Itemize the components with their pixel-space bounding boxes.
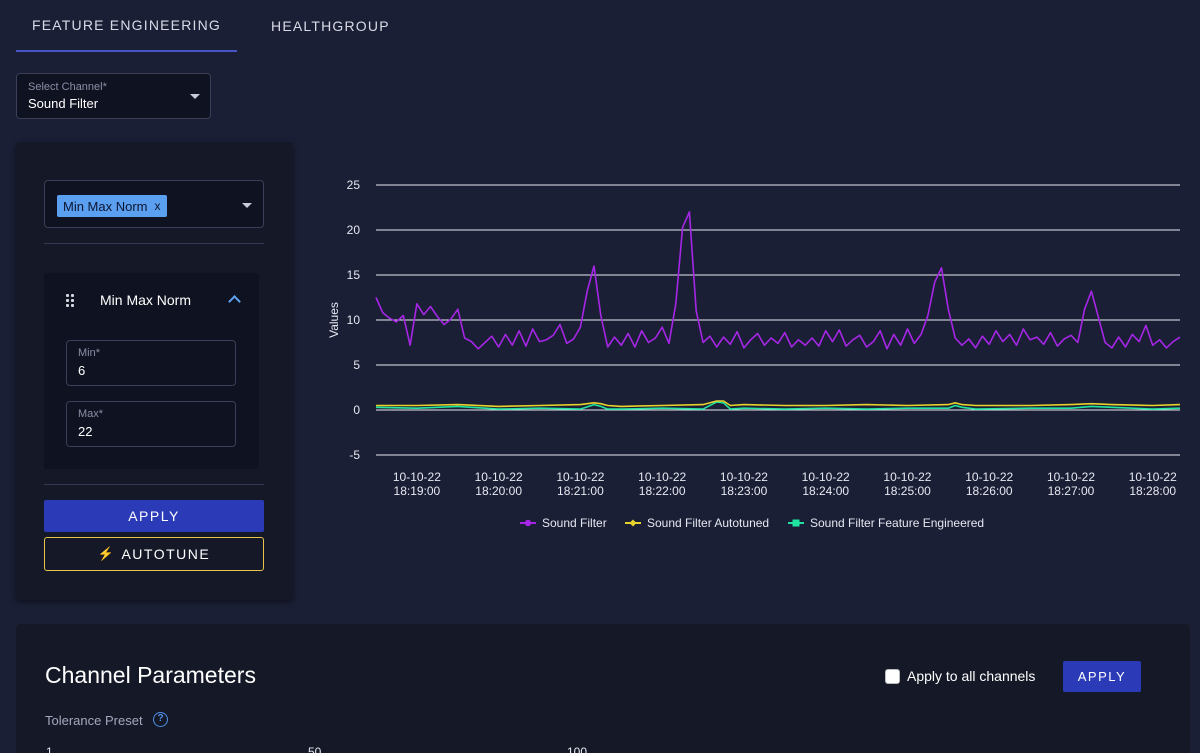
legend-marker-square[interactable] [792,519,800,527]
x-tick-label-time: 18:26:00 [966,484,1013,498]
x-tick-label-time: 18:28:00 [1129,484,1176,498]
legend-label[interactable]: Sound Filter Feature Engineered [810,516,984,530]
lightning-bolt-icon: ⚡ [97,546,116,561]
x-tick-label-date: 10-10-22 [1047,470,1095,484]
method-card: Min Max Norm Min* 6 Max* 22 [44,273,259,469]
apply-all-label: Apply to all channels [907,668,1036,684]
apply-all-channels-toggle[interactable]: Apply to all channels [885,668,1035,684]
tab-feature-engineering[interactable]: FEATURE ENGINEERING [16,0,238,52]
chip-remove-icon[interactable]: x [154,199,161,213]
channel-select[interactable]: Select Channel* Sound Filter [16,73,211,119]
x-tick-label-date: 10-10-22 [802,470,850,484]
feature-panel: Min Max Norm x Min Max Norm Min* 6 Max* … [16,142,293,600]
method-chip: Min Max Norm x [57,195,167,217]
autotune-button[interactable]: ⚡ AUTOTUNE [44,537,264,571]
x-tick-label-date: 10-10-22 [883,470,931,484]
x-tick-label-time: 18:23:00 [721,484,768,498]
params-apply-button[interactable]: APPLY [1063,661,1141,692]
x-tick-label-date: 10-10-22 [475,470,523,484]
y-tick-label: 0 [353,403,360,417]
channel-parameters-title: Channel Parameters [45,662,256,688]
max-field-label: Max* [78,408,104,420]
x-tick-label-date: 10-10-22 [393,470,441,484]
slider-mark-mid: 50 [308,745,322,753]
min-field-label: Min* [78,347,101,359]
channel-parameters-panel: Channel Parameters Apply to all channels… [16,624,1190,753]
line-chart: -5 0 5 10 15 20 25 Values 10-10-22 18:19:00 10-10-… [300,160,1190,560]
line-chart-svg: -50510152025Values10-10-2218:19:0010-10-… [327,178,1181,530]
x-tick-label-time: 18:22:00 [639,484,686,498]
x-tick-label-date: 10-10-22 [556,470,604,484]
x-tick-label-date: 10-10-22 [965,470,1013,484]
max-field[interactable]: Max* 22 [66,401,236,447]
help-icon[interactable]: ? [153,712,168,727]
caret-down-icon [242,203,252,208]
slider-mark-min: 1 [46,745,53,753]
channel-select-value: Sound Filter [28,96,99,111]
y-tick-label: 20 [347,223,361,237]
divider [44,243,264,244]
x-tick-label-time: 18:27:00 [1048,484,1095,498]
series-line-sound-filter-autotuned [376,400,1181,408]
tolerance-preset-label: Tolerance Preset [45,713,143,728]
slider-mark-max: 100 [567,745,588,753]
method-chip-label: Min Max Norm [63,198,148,214]
x-tick-label-date: 10-10-22 [638,470,686,484]
x-tick-label-time: 18:24:00 [802,484,849,498]
x-tick-label-time: 18:19:00 [394,484,441,498]
y-tick-label: 5 [353,358,360,372]
min-field[interactable]: Min* 6 [66,340,236,386]
y-tick-label: 15 [347,268,361,282]
apply-button[interactable]: APPLY [44,500,264,532]
x-tick-label-date: 10-10-22 [720,470,768,484]
tab-healthgroup[interactable]: HEALTHGROUP [271,18,390,34]
legend-marker-diamond[interactable] [629,519,637,527]
legend-label[interactable]: Sound Filter [542,516,607,530]
legend-label[interactable]: Sound Filter Autotuned [647,516,769,530]
max-field-value: 22 [78,424,93,439]
method-card-header: Min Max Norm [44,289,259,313]
divider [44,484,264,485]
apply-all-checkbox[interactable] [885,668,900,684]
legend-marker-circle[interactable] [524,519,532,527]
caret-down-icon [190,94,200,99]
channel-select-label: Select Channel* [28,81,107,93]
y-axis-label: Values [327,302,341,338]
method-select[interactable]: Min Max Norm x [44,180,264,228]
x-tick-label-date: 10-10-22 [1129,470,1177,484]
drag-handle-icon[interactable] [66,294,76,307]
y-tick-label: -5 [349,448,360,462]
series-line-sound-filter [375,211,1181,350]
method-card-title: Min Max Norm [100,292,192,308]
x-tick-label-time: 18:21:00 [557,484,604,498]
y-tick-label: 10 [347,313,361,327]
autotune-label: AUTOTUNE [121,546,211,562]
top-tabs: FEATURE ENGINEERING HEALTHGROUP [16,0,424,52]
x-tick-label-time: 18:20:00 [475,484,522,498]
x-tick-label-time: 18:25:00 [884,484,931,498]
min-field-value: 6 [78,363,86,378]
y-tick-label: 25 [347,178,361,192]
series-line-sound-filter-feature-engineered [375,401,1181,410]
chevron-up-icon[interactable] [228,295,241,308]
